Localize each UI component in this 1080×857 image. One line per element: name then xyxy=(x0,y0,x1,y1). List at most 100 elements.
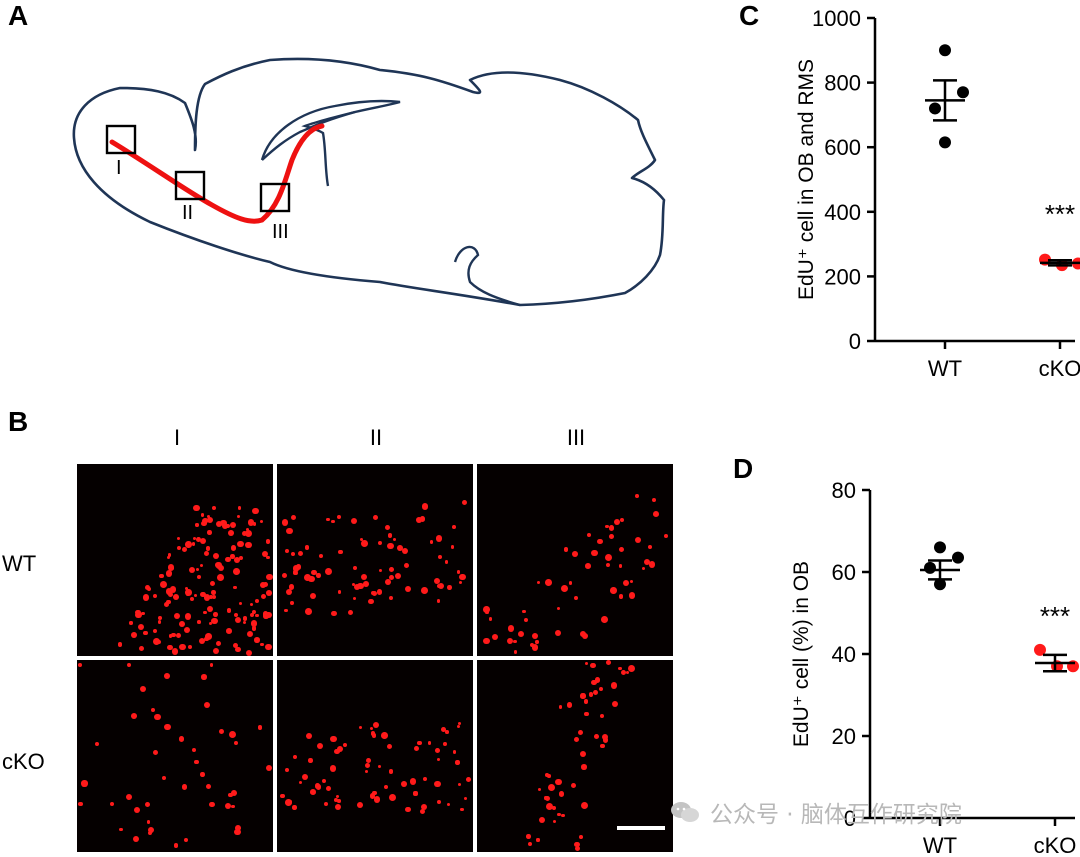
edu-cell-dot xyxy=(228,792,233,797)
edu-cell-dot xyxy=(118,827,123,832)
edu-cell-dot xyxy=(247,518,255,526)
edu-cell-dot xyxy=(196,537,201,542)
edu-cell-dot xyxy=(109,801,115,807)
edu-cell-dot xyxy=(199,563,204,567)
edu-cell-dot xyxy=(239,555,244,561)
edu-cell-dot xyxy=(461,499,468,505)
edu-cell-dot xyxy=(528,841,532,846)
brain-inner-curve xyxy=(260,99,401,187)
edu-cell-dot xyxy=(383,784,389,790)
row-label-wt: WT xyxy=(2,551,37,576)
region-label-i: I xyxy=(116,157,122,179)
edu-cell-dot xyxy=(261,594,267,600)
edu-cell-dot xyxy=(263,582,269,588)
edu-cell-dot xyxy=(620,669,626,675)
edu-cell-dot xyxy=(133,835,140,842)
edu-cell-dot xyxy=(139,645,145,651)
edu-cell-dot xyxy=(580,630,587,638)
edu-cell-dot xyxy=(381,732,388,739)
edu-cell-dot xyxy=(547,784,555,792)
edu-cell-dot xyxy=(506,637,513,645)
edu-cell-dot xyxy=(209,801,215,807)
edu-cell-dot xyxy=(167,555,171,559)
edu-cell-dot xyxy=(157,620,161,624)
edu-cell-dot xyxy=(215,562,223,569)
edu-cell-dot xyxy=(389,567,395,572)
edu-cell-dot xyxy=(387,533,393,538)
edu-cell-dot xyxy=(187,645,192,650)
edu-cell-dot xyxy=(266,555,270,560)
edu-cell-dot xyxy=(546,802,554,810)
edu-cell-dot xyxy=(588,691,594,697)
edu-cell-dot xyxy=(245,541,252,549)
edu-cell-dot xyxy=(389,574,395,580)
edu-cell-dot xyxy=(141,611,145,616)
edu-cell-dot xyxy=(437,582,445,589)
edu-cell-dot xyxy=(357,802,363,808)
edu-cell-dot xyxy=(229,521,237,529)
edu-cell-dot xyxy=(618,594,623,599)
edu-cell-dot xyxy=(434,780,442,788)
edu-cell-dot xyxy=(166,570,173,577)
edu-cell-dot xyxy=(195,523,199,527)
edu-cell-dot xyxy=(446,802,450,806)
edu-cell-dot xyxy=(178,621,185,628)
edu-cell-dot xyxy=(233,740,238,745)
edu-cell-dot xyxy=(404,585,411,592)
edu-cell-dot xyxy=(234,556,241,563)
edu-cell-dot xyxy=(322,779,327,784)
edu-cell-dot xyxy=(174,612,181,619)
edu-cell-dot xyxy=(205,783,211,789)
edu-cell-dot xyxy=(185,592,190,597)
edu-cell-dot xyxy=(561,813,565,817)
edu-cell-dot xyxy=(401,547,408,554)
edu-cell-dot xyxy=(556,606,561,611)
edu-cell-dot xyxy=(152,638,160,646)
edu-cell-dot xyxy=(338,549,343,555)
edu-cell-dot xyxy=(210,590,216,595)
edu-cell-dot xyxy=(316,573,321,578)
region-label-iii: III xyxy=(272,221,289,243)
edu-cell-dot xyxy=(220,519,227,527)
edu-cell-dot xyxy=(246,631,253,638)
edu-cell-dot xyxy=(580,693,586,699)
x-tick-label: WT xyxy=(928,356,962,381)
edu-cell-dot xyxy=(552,819,557,824)
edu-cell-dot xyxy=(577,729,583,735)
x-tick-label: WT xyxy=(923,833,957,857)
edu-cell-dot xyxy=(441,727,446,733)
edu-cell-dot xyxy=(125,793,132,800)
micrograph-wt-i xyxy=(77,464,273,656)
edu-cell-dot xyxy=(330,735,337,743)
edu-cell-dot xyxy=(368,598,374,605)
edu-cell-dot xyxy=(81,780,88,787)
edu-cell-dot xyxy=(376,589,383,595)
edu-cell-dot xyxy=(219,729,224,735)
edu-cell-dot xyxy=(230,545,237,551)
edu-cell-dot xyxy=(401,781,408,787)
edu-cell-dot xyxy=(555,779,562,786)
edu-cell-dot xyxy=(302,773,309,780)
edu-cell-dot xyxy=(363,581,369,587)
edu-cell-dot xyxy=(216,520,223,527)
y-axis-label: EdU⁺ cell (%) in OB xyxy=(790,561,813,747)
edu-cell-dot xyxy=(429,540,434,545)
edu-cell-dot xyxy=(259,519,264,524)
edu-cell-dot xyxy=(466,777,471,782)
edu-cell-dot xyxy=(452,750,457,754)
y-tick-label: 0 xyxy=(844,806,856,831)
edu-cell-dot xyxy=(547,774,551,778)
edu-cell-dot xyxy=(173,843,178,848)
edu-cell-dot xyxy=(213,648,220,655)
edu-cell-dot xyxy=(308,575,316,583)
edu-cell-dot xyxy=(231,804,235,808)
edu-cell-dot xyxy=(443,741,447,746)
edu-cell-dot xyxy=(568,581,573,585)
edu-cell-dot xyxy=(306,732,313,739)
edu-cell-dot xyxy=(211,617,218,624)
region-box-ii xyxy=(174,170,206,201)
edu-cell-dot xyxy=(167,553,172,557)
edu-cell-dot xyxy=(310,788,316,795)
edu-cell-dot xyxy=(176,536,181,541)
edu-cell-dot xyxy=(584,699,589,704)
